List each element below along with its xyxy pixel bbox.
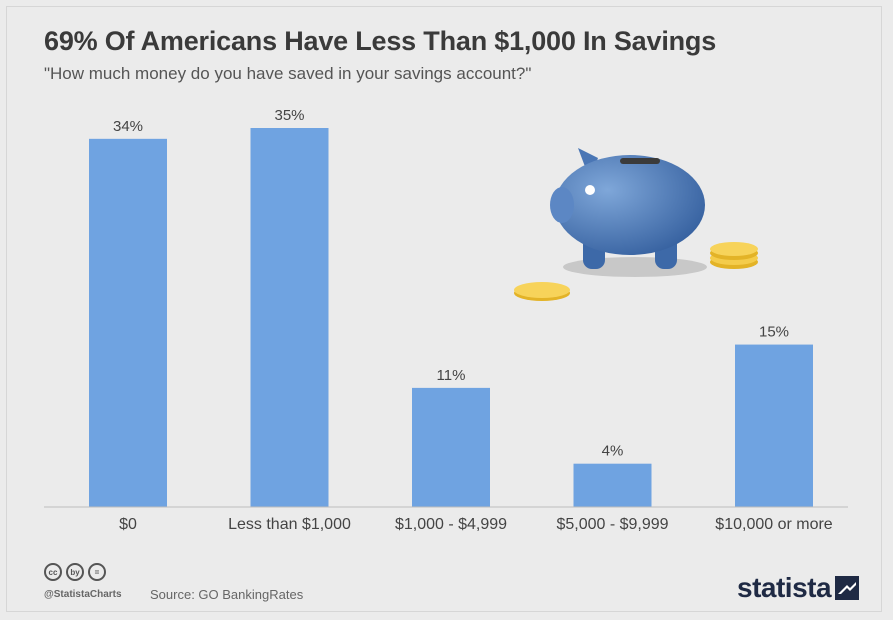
- bar: [412, 387, 490, 507]
- chart-title: 69% Of Americans Have Less Than $1,000 I…: [44, 26, 717, 56]
- bar: [573, 463, 652, 507]
- bar: [250, 128, 329, 507]
- coin-stack-icon: [710, 242, 758, 269]
- bar: [735, 344, 813, 507]
- data-label: 34%: [113, 118, 143, 135]
- statista-logo[interactable]: statista: [737, 572, 860, 604]
- source-note: Source: GO BankingRates: [150, 587, 304, 602]
- brand-name: statista: [737, 572, 832, 603]
- coin-icon: [514, 282, 570, 301]
- data-label: 35%: [274, 107, 304, 124]
- data-label: 11%: [437, 367, 466, 384]
- statista-logo-icon: [835, 576, 860, 600]
- piggy-bank-icon: [550, 148, 707, 277]
- statista-handle[interactable]: @StatistaCharts: [44, 589, 122, 600]
- no-derivatives-icon: =: [88, 563, 106, 581]
- attribution-icon: by: [66, 563, 84, 581]
- category-label: $10,000 or more: [715, 516, 833, 533]
- category-label: $5,000 - $9,999: [556, 516, 668, 533]
- chart-subtitle: "How much money do you have saved in you…: [44, 64, 532, 83]
- chart-frame: [6, 6, 882, 612]
- bar: [89, 138, 167, 508]
- cc-icon: cc: [44, 563, 62, 581]
- category-label: Less than $1,000: [228, 516, 351, 533]
- category-label: $0: [119, 516, 137, 533]
- license-icons: cc by =: [44, 563, 106, 581]
- data-label: 15%: [759, 324, 789, 341]
- category-label: $1,000 - $4,999: [395, 516, 507, 533]
- data-label: 4%: [602, 443, 624, 460]
